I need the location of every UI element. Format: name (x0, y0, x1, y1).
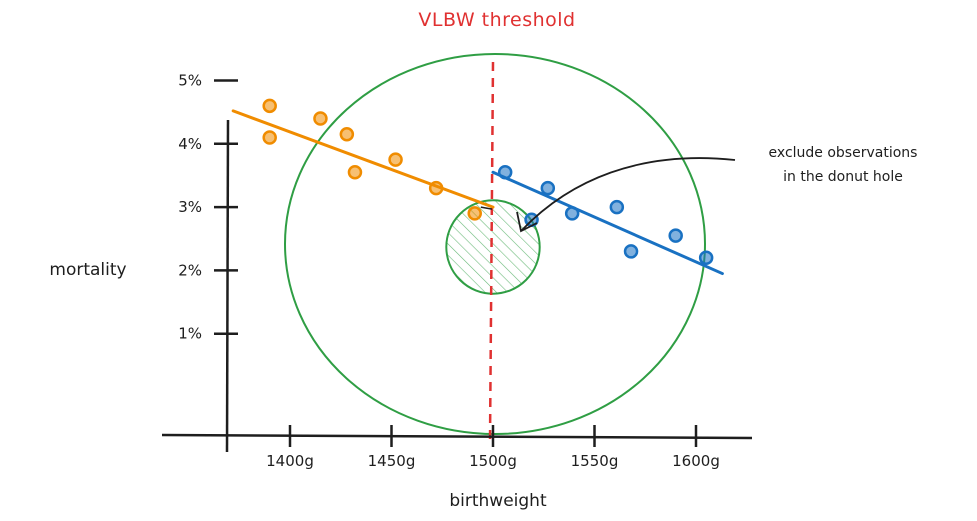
data-point (609, 199, 625, 215)
chart-title: VLBW threshold (418, 9, 575, 31)
data-point (347, 165, 363, 180)
data-point (388, 152, 403, 167)
y-tick-label: 1% (178, 325, 202, 343)
data-point (262, 130, 277, 145)
x-tick-label: 1500g (469, 452, 517, 470)
annotation: exclude observations in the donut hole (516, 145, 918, 233)
data-point (428, 180, 444, 196)
donut-hole-circle (445, 199, 541, 295)
y-axis (225, 119, 230, 453)
data-point (313, 111, 328, 126)
x-tick-label: 1600g (672, 452, 720, 470)
data-point (262, 98, 277, 114)
annotation-arrow (521, 157, 736, 231)
bandwidth-circle (284, 53, 706, 435)
data-point (698, 250, 714, 265)
y-axis-label: mortality (49, 260, 126, 280)
data-point (623, 244, 639, 259)
annotation-line-1: exclude observations (769, 145, 918, 161)
series-layer (231, 98, 724, 276)
y-tick-label: 3% (178, 198, 202, 216)
annotation-arrowhead (516, 211, 538, 233)
y-tick-label: 2% (178, 261, 202, 279)
y-tick-label: 4% (178, 135, 202, 153)
series-1 (491, 165, 724, 276)
series-0 (231, 98, 495, 221)
fit-line (491, 170, 724, 276)
annotation-line-2: in the donut hole (783, 169, 903, 185)
axes (161, 119, 753, 453)
data-point (339, 127, 355, 142)
data-point (540, 180, 556, 196)
y-ticks: 1% 2% 3% 4% 5% (178, 72, 238, 343)
fit-connector (480, 206, 493, 210)
data-point (668, 228, 683, 243)
x-axis-label: birthweight (449, 491, 547, 511)
data-point (497, 165, 513, 180)
data-point (467, 206, 482, 221)
data-point (564, 206, 580, 221)
x-tick-label: 1450g (368, 452, 416, 470)
x-ticks: 1400g 1450g 1500g 1550g 1600g (266, 425, 720, 470)
x-axis (161, 433, 753, 440)
x-tick-label: 1550g (571, 452, 619, 470)
y-tick-label: 5% (178, 72, 202, 90)
fit-line (231, 109, 495, 209)
x-tick-label: 1400g (266, 452, 314, 470)
